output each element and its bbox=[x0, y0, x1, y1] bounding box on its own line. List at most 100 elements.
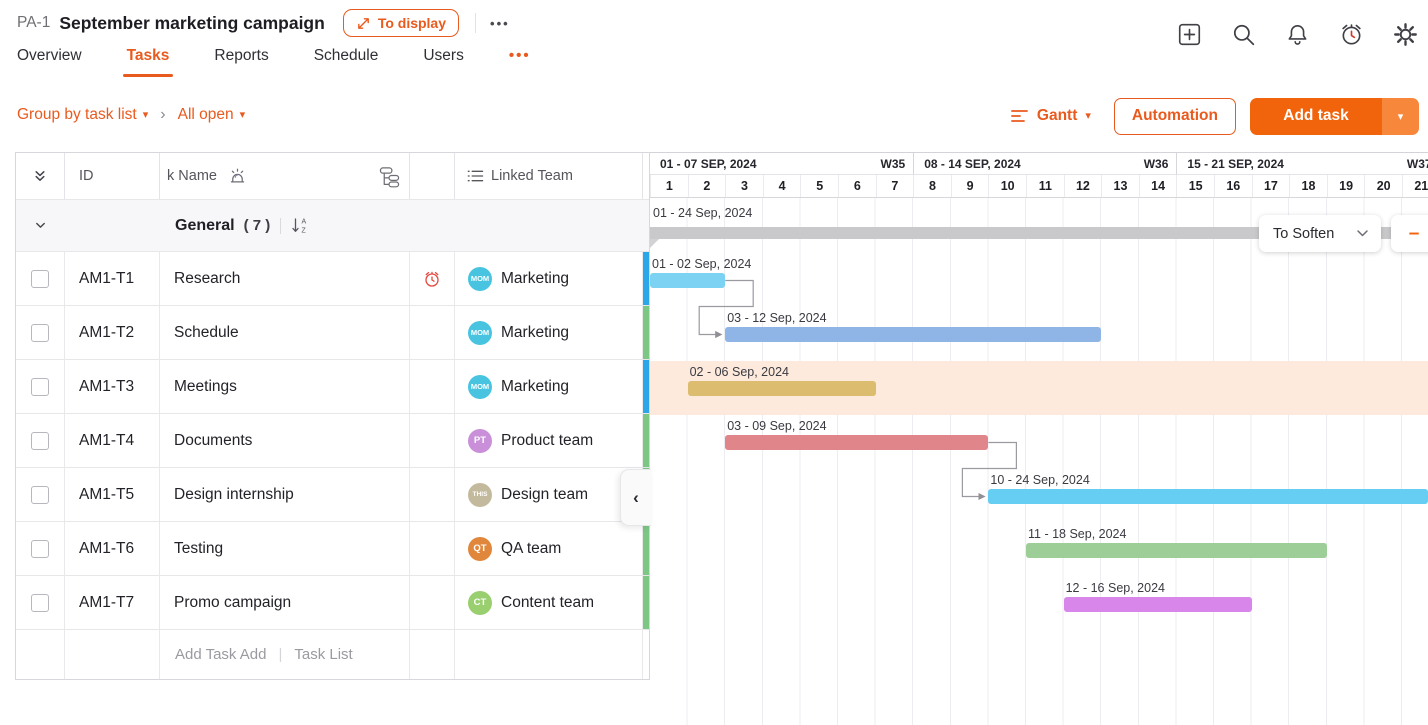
tab-overview[interactable]: Overview bbox=[17, 46, 82, 64]
tab-users[interactable]: Users bbox=[423, 46, 464, 64]
task-id-cell: AM1-T7 bbox=[65, 576, 160, 629]
linked-team-cell[interactable]: QT QA team bbox=[455, 522, 643, 575]
group-count: ( 7 ) bbox=[243, 217, 271, 234]
linked-team-cell[interactable]: MOM Marketing bbox=[455, 360, 643, 413]
table-row[interactable]: AM1-T5 Design internship THIS Design team bbox=[16, 468, 649, 522]
tab-tasks[interactable]: Tasks bbox=[122, 34, 174, 77]
checkbox-cell bbox=[16, 360, 65, 413]
search-icon[interactable] bbox=[1231, 22, 1256, 47]
linked-team-cell[interactable]: MOM Marketing bbox=[455, 306, 643, 359]
column-header-flag bbox=[410, 153, 455, 199]
add-square-icon[interactable] bbox=[1177, 22, 1202, 47]
group-collapse-control[interactable] bbox=[16, 200, 65, 251]
table-row[interactable]: AM1-T6 Testing QT QA team bbox=[16, 522, 649, 576]
gantt-day-cell: 1 bbox=[650, 175, 688, 197]
week-number-label: W36 bbox=[1143, 156, 1169, 171]
soften-dropdown[interactable]: To Soften bbox=[1259, 215, 1381, 252]
task-name-cell[interactable]: Promo campaign bbox=[160, 576, 410, 629]
gantt-body: To Soften – 01 - 24 Sep, 2024 01 - 02 Sep… bbox=[650, 198, 1428, 725]
gantt-bar[interactable] bbox=[988, 489, 1428, 504]
gantt-bar-label: 12 - 16 Sep, 2024 bbox=[1065, 581, 1165, 595]
view-picker-dropdown[interactable]: Gantt ▾ bbox=[1010, 107, 1091, 125]
table-row[interactable]: AM1-T7 Promo campaign CT Content team bbox=[16, 576, 649, 630]
name-header-label: k Name bbox=[167, 168, 217, 184]
task-name-cell[interactable]: Schedule bbox=[160, 306, 410, 359]
task-id-cell: AM1-T5 bbox=[65, 468, 160, 521]
gantt-bar-label: 03 - 09 Sep, 2024 bbox=[727, 419, 827, 433]
team-label: QA team bbox=[501, 539, 562, 557]
gantt-bar[interactable] bbox=[650, 273, 726, 288]
gantt-bar[interactable] bbox=[725, 327, 1102, 342]
table-row[interactable]: AM1-T2 Schedule MOM Marketing bbox=[16, 306, 649, 360]
group-by-dropdown[interactable]: Group by task list ▾ bbox=[17, 106, 148, 124]
table-row[interactable]: AM1-T3 Meetings MOM Marketing bbox=[16, 360, 649, 414]
linked-team-cell[interactable]: PT Product team bbox=[455, 414, 643, 467]
group-name: General bbox=[175, 216, 235, 234]
linked-team-cell[interactable]: MOM Marketing bbox=[455, 252, 643, 305]
table-row[interactable]: AM1-T1 Research MOM Marketing bbox=[16, 252, 649, 306]
add-task-list-link[interactable]: Task List bbox=[294, 646, 353, 663]
table-row[interactable]: AM1-T4 Documents PT Product team bbox=[16, 414, 649, 468]
task-name: Meetings bbox=[174, 377, 237, 395]
collapse-all-control[interactable] bbox=[16, 153, 65, 199]
summary-date-label: 01 - 24 Sep, 2024 bbox=[653, 206, 753, 220]
flag-cell bbox=[410, 468, 455, 521]
add-task-caret[interactable]: ▾ bbox=[1382, 97, 1419, 135]
footer-spacer bbox=[410, 630, 455, 679]
linked-team-cell[interactable]: THIS Design team bbox=[455, 468, 643, 521]
task-name: Schedule bbox=[174, 323, 239, 341]
row-checkbox[interactable] bbox=[31, 539, 49, 558]
column-header-linked-team[interactable]: Linked Team bbox=[455, 153, 643, 199]
subtask-hierarchy-icon[interactable] bbox=[379, 165, 400, 188]
alarm-siren-icon[interactable] bbox=[228, 167, 247, 186]
toolbar: Group by task list ▾ › All open ▾ Gantt … bbox=[0, 95, 1428, 135]
project-code: PA-1 bbox=[17, 14, 51, 31]
flag-cell bbox=[410, 360, 455, 413]
row-checkbox[interactable] bbox=[31, 323, 49, 342]
task-name-cell[interactable]: Meetings bbox=[160, 360, 410, 413]
tab-schedule[interactable]: Schedule bbox=[313, 46, 379, 64]
linked-team-cell[interactable]: CT Content team bbox=[455, 576, 643, 629]
dependency-connectors bbox=[698, 279, 1017, 501]
task-name-cell[interactable]: Design internship bbox=[160, 468, 410, 521]
gantt-bar[interactable] bbox=[687, 381, 876, 396]
add-task-button[interactable]: Add task ▾ bbox=[1250, 97, 1419, 135]
filter-dropdown[interactable]: All open ▾ bbox=[178, 106, 246, 124]
gantt-bar[interactable] bbox=[725, 435, 989, 450]
task-name-cell[interactable]: Testing bbox=[160, 522, 410, 575]
task-name-cell[interactable]: Documents bbox=[160, 414, 410, 467]
gantt-bar[interactable] bbox=[1026, 543, 1327, 558]
to-display-button[interactable]: To display bbox=[342, 9, 460, 37]
row-checkbox[interactable] bbox=[31, 377, 49, 396]
task-name-cell[interactable]: Research bbox=[160, 252, 410, 305]
chevron-down-icon: ▾ bbox=[142, 108, 149, 121]
row-checkbox[interactable] bbox=[31, 269, 49, 288]
row-checkbox[interactable] bbox=[31, 431, 49, 450]
gear-icon[interactable] bbox=[1393, 22, 1418, 47]
sort-az-icon[interactable]: A Z bbox=[291, 216, 309, 235]
timer-icon[interactable] bbox=[1339, 22, 1364, 47]
team-avatar: THIS bbox=[468, 482, 492, 507]
footer-spacer bbox=[16, 630, 65, 679]
column-header-name[interactable]: k Name bbox=[160, 153, 410, 199]
automation-button[interactable]: Automation bbox=[1113, 97, 1236, 135]
add-task-label[interactable]: Add task bbox=[1250, 97, 1382, 135]
footer-spacer bbox=[65, 630, 160, 679]
tab-reports[interactable]: Reports bbox=[214, 46, 269, 64]
project-header: PA-1 September marketing campaign To dis… bbox=[0, 0, 1428, 37]
flag-cell bbox=[410, 306, 455, 359]
view-label: Gantt bbox=[1036, 107, 1078, 124]
collapse-panel-handle[interactable]: ‹ bbox=[620, 469, 651, 526]
row-checkbox[interactable] bbox=[31, 485, 49, 504]
tab-more[interactable]: ••• bbox=[508, 47, 531, 64]
gantt-bar[interactable] bbox=[1063, 597, 1252, 612]
add-task-link[interactable]: Add Task Add bbox=[175, 646, 267, 663]
row-checkbox[interactable] bbox=[31, 593, 49, 612]
footer-spacer bbox=[643, 630, 649, 679]
more-menu[interactable]: ••• bbox=[490, 15, 510, 31]
summary-bar[interactable] bbox=[650, 227, 1428, 239]
zoom-out-button[interactable]: – bbox=[1391, 215, 1428, 252]
bell-icon[interactable] bbox=[1285, 22, 1310, 47]
double-chevron-down-icon bbox=[35, 171, 45, 181]
column-header-id[interactable]: ID bbox=[65, 153, 160, 199]
